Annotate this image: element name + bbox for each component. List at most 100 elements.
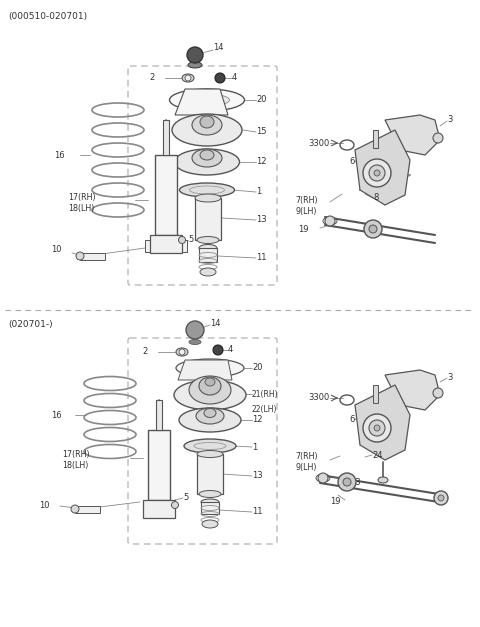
Bar <box>156 400 162 430</box>
Circle shape <box>215 73 225 83</box>
Text: 23: 23 <box>350 478 360 487</box>
Ellipse shape <box>205 378 215 386</box>
Bar <box>80 253 105 260</box>
Text: 7(RH): 7(RH) <box>295 196 318 205</box>
Polygon shape <box>355 385 410 460</box>
Ellipse shape <box>197 236 219 243</box>
Circle shape <box>187 47 203 63</box>
Text: 17(RH): 17(RH) <box>68 193 96 202</box>
Circle shape <box>76 252 84 260</box>
Circle shape <box>433 388 443 398</box>
Circle shape <box>374 425 380 431</box>
Ellipse shape <box>174 380 246 410</box>
Circle shape <box>318 473 328 483</box>
Bar <box>155 155 177 235</box>
Ellipse shape <box>200 116 214 128</box>
Text: 3: 3 <box>447 115 452 125</box>
Text: 8: 8 <box>373 194 378 203</box>
Circle shape <box>434 491 448 505</box>
Circle shape <box>171 502 179 508</box>
Text: 16: 16 <box>54 150 65 159</box>
Ellipse shape <box>175 149 240 175</box>
Polygon shape <box>178 360 232 380</box>
Text: 10: 10 <box>39 500 50 510</box>
Circle shape <box>179 349 185 355</box>
Text: 5: 5 <box>183 493 188 502</box>
Ellipse shape <box>189 376 231 404</box>
Text: 7(RH): 7(RH) <box>295 452 318 461</box>
Ellipse shape <box>199 377 221 395</box>
Text: 13: 13 <box>256 216 266 224</box>
Bar <box>199 248 217 262</box>
Text: 10: 10 <box>51 246 62 255</box>
Text: 20: 20 <box>256 95 266 105</box>
Ellipse shape <box>378 477 388 483</box>
Circle shape <box>369 165 385 181</box>
Ellipse shape <box>172 114 242 146</box>
Text: 19: 19 <box>330 497 340 506</box>
Text: 1: 1 <box>256 187 261 196</box>
Text: 9(LH): 9(LH) <box>295 463 316 472</box>
Ellipse shape <box>169 89 244 111</box>
Bar <box>373 385 378 403</box>
Text: 15: 15 <box>256 127 266 137</box>
Text: 18(LH): 18(LH) <box>62 461 88 470</box>
Circle shape <box>438 495 444 501</box>
Circle shape <box>338 473 356 491</box>
Ellipse shape <box>176 359 244 377</box>
Ellipse shape <box>204 409 216 418</box>
Ellipse shape <box>201 499 219 505</box>
Ellipse shape <box>202 520 218 528</box>
Text: 19: 19 <box>298 225 309 234</box>
Polygon shape <box>385 370 440 410</box>
Ellipse shape <box>195 194 221 202</box>
Ellipse shape <box>189 339 201 344</box>
Circle shape <box>363 159 391 187</box>
Ellipse shape <box>200 150 214 160</box>
Text: 12: 12 <box>256 157 266 167</box>
Text: 2: 2 <box>143 347 148 357</box>
Ellipse shape <box>192 149 222 167</box>
Text: (020701-): (020701-) <box>8 320 53 329</box>
Text: (000510-020701): (000510-020701) <box>8 12 87 21</box>
Ellipse shape <box>196 408 224 424</box>
Text: 11: 11 <box>256 253 266 263</box>
Text: 6: 6 <box>349 157 355 167</box>
Circle shape <box>374 170 380 176</box>
Ellipse shape <box>200 268 216 276</box>
Text: 13: 13 <box>252 472 263 480</box>
Text: 2: 2 <box>150 73 155 83</box>
Text: 4: 4 <box>228 345 233 354</box>
Circle shape <box>186 321 204 339</box>
Circle shape <box>325 216 335 226</box>
Circle shape <box>369 225 377 233</box>
Bar <box>197 454 223 494</box>
Bar <box>195 198 221 240</box>
Text: 3300: 3300 <box>308 139 329 147</box>
Polygon shape <box>177 240 187 252</box>
Bar <box>75 506 100 513</box>
Text: 16: 16 <box>51 411 62 419</box>
Text: 22(LH): 22(LH) <box>252 405 277 414</box>
Text: 11: 11 <box>252 507 263 517</box>
Text: 1: 1 <box>252 443 257 451</box>
Text: 14: 14 <box>210 319 220 327</box>
Polygon shape <box>385 115 440 155</box>
Text: 9(LH): 9(LH) <box>295 207 316 216</box>
Circle shape <box>185 75 191 81</box>
Circle shape <box>364 220 382 238</box>
Circle shape <box>433 133 443 143</box>
Text: 20: 20 <box>252 364 263 372</box>
Text: 21(RH): 21(RH) <box>252 389 278 399</box>
Ellipse shape <box>197 451 223 458</box>
Bar <box>150 235 182 253</box>
Text: 3: 3 <box>447 374 452 382</box>
Ellipse shape <box>199 490 221 497</box>
Bar <box>163 120 169 155</box>
Text: 18(LH): 18(LH) <box>68 204 95 213</box>
Text: 17(RH): 17(RH) <box>62 450 90 459</box>
Bar <box>373 130 378 148</box>
Ellipse shape <box>199 245 217 251</box>
Ellipse shape <box>180 183 235 197</box>
Text: 12: 12 <box>252 416 263 424</box>
